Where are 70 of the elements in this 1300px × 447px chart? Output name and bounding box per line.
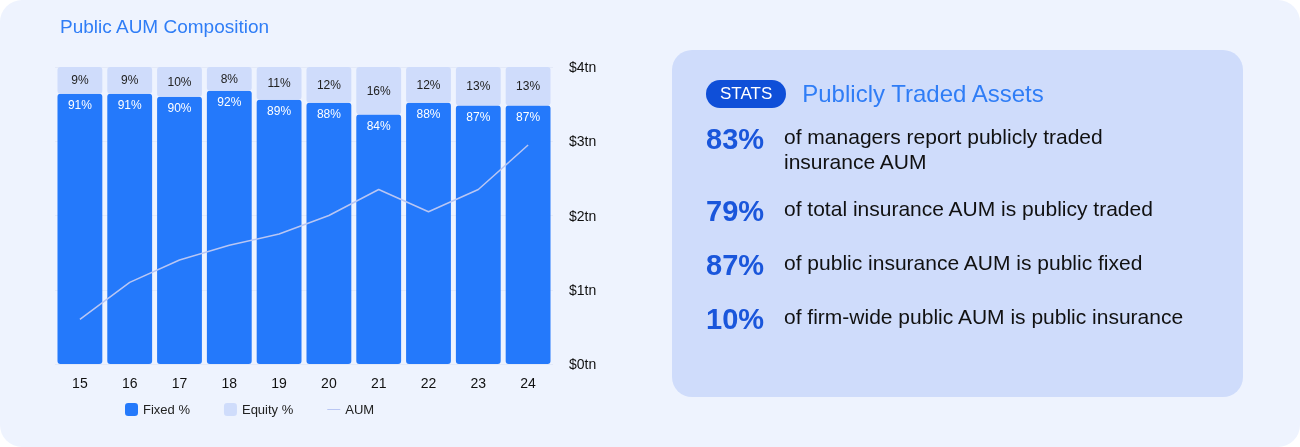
bar [306,67,352,103]
legend-label: AUM [345,402,375,417]
text: 87% [706,248,766,282]
bar [306,102,352,364]
data-label: 91% [67,97,93,112]
x-tick-label: 22 [420,375,437,391]
bar [57,93,103,364]
text: of managers report publicly traded insurance AUM [784,124,1104,174]
x-tick-label: 17 [171,375,188,391]
data-label: 87% [516,109,541,124]
data-label: 9% [71,73,89,88]
data-label: 13% [466,79,491,94]
bar [256,99,302,364]
data-label: 89% [267,103,292,118]
x-tick-label: 21 [370,375,387,391]
bar [505,67,551,106]
bar [406,102,451,364]
data-label: 8% [220,71,239,86]
text: 83% [706,122,766,156]
bar [256,67,302,100]
x-tick-label: 24 [520,375,537,391]
bar [107,93,153,364]
x-tick-label: 19 [271,375,288,391]
text: $4tn [569,59,597,75]
text: of firm-wide public AUM is public insurance [784,304,1184,329]
data-label: 88% [416,106,441,121]
text: $2tn [569,207,597,224]
bar [455,67,501,106]
text: of public insurance AUM is public fixed [784,250,1144,275]
data-label: 16% [366,83,392,98]
x-tick-label: 23 [470,375,487,391]
text: STATS [706,80,787,108]
data-label: 13% [516,79,541,94]
text: of total insurance AUM is publicy traded [784,196,1154,221]
data-label: 12% [416,77,441,92]
text: $0tn [569,356,597,372]
bar [356,67,402,115]
data-label: 92% [217,94,242,109]
bar [107,67,153,94]
legend-label: Fixed % [143,402,191,417]
legend-label: Equity % [241,402,294,417]
x-tick-label: 15 [72,375,88,391]
bar [406,67,451,103]
text: 10% [706,302,766,336]
bar [505,105,551,364]
bar [57,67,103,94]
x-tick-label: 16 [121,375,138,391]
data-label: 90% [167,100,192,115]
bar [157,96,202,364]
x-tick-label: 20 [321,375,337,391]
data-label: 84% [366,118,392,133]
data-label: 11% [267,76,291,91]
data-label: 12% [316,77,342,92]
bar [455,105,501,364]
data-label: 9% [121,73,139,88]
bar [206,67,252,91]
text: 79% [706,194,766,228]
bar [206,90,252,364]
data-label: 10% [167,74,192,89]
bar [157,67,202,97]
bar [356,114,402,364]
text: $3tn [569,133,597,150]
data-label: 88% [316,106,342,121]
x-tick-label: 18 [221,375,238,391]
data-label: 87% [466,109,491,124]
line-series [79,144,529,321]
text: $1tn [569,281,597,298]
chart-title: Public AUM Composition [60,16,270,37]
data-label: 91% [117,97,143,112]
text: Publicly Traded Assets [802,80,1044,108]
